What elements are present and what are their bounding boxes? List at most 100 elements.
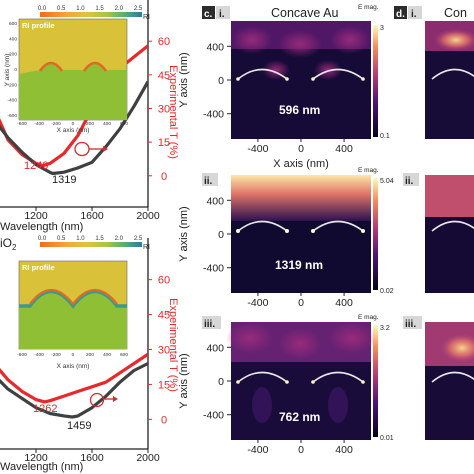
field-map-c-i-glow-3	[330, 26, 370, 54]
lb-inset-x-tick: -400	[34, 352, 44, 358]
map-ylabel-row1: Y axis (nm)	[178, 52, 190, 107]
colorbar-c-ii-max: 5.04	[380, 178, 394, 185]
field-map-c-i-glow-5	[314, 60, 342, 80]
lb-inset-x-tick: -200	[51, 352, 61, 358]
field-map-d-iii	[425, 322, 474, 440]
map-x-tick-label: 400	[335, 444, 353, 456]
field-map-c-i-hotspot	[311, 77, 315, 81]
lt-inset-x-tick: -600	[17, 121, 27, 127]
ri-gold-layer-bottom	[29, 288, 118, 306]
lb-ri-cbar-tick: 2.5	[134, 236, 143, 242]
lt-inset-y-tick: 200	[9, 52, 17, 58]
field-map-d-i-glow	[432, 28, 474, 52]
map-y-tick-label: 400	[206, 342, 224, 354]
lb-ri-cbar-tick: 2.0	[115, 236, 124, 242]
map-y-tick-label: 400	[206, 41, 224, 53]
colorbar-c-i-max: 3	[380, 25, 384, 32]
lb-spectrum-black-line	[0, 362, 148, 419]
field-map-c-i-glow-4	[262, 60, 290, 80]
map-x-tick-label: 0	[298, 444, 304, 456]
lt-inset-x-tick: 400	[103, 121, 111, 127]
field-map-c-iii-glow-3	[328, 322, 376, 354]
panel-d-ii-badge	[403, 173, 419, 186]
lb-ri-cbar-tick: 0.5	[57, 236, 66, 242]
map-x-tick-label: -400	[247, 143, 268, 155]
field-map-d-i	[425, 21, 474, 139]
lt-inset-x-tick: -400	[34, 121, 44, 127]
spectrum-chart-bottom: iO2 RI 0.0 0.5 1.0 1.5 2.0 2.5 RI profile X a…	[0, 236, 179, 473]
panel-c-ii-numeral: ii.	[204, 176, 213, 187]
lt-ri-cbar-tick: 0.0	[38, 6, 47, 12]
map-x-tick-label: 400	[335, 143, 353, 155]
lt-xlabel: Wavelength (nm)	[0, 221, 83, 233]
lb-ri-cbar-tick: 1.5	[95, 236, 104, 242]
panel-d-iii-numeral: iii.	[405, 319, 416, 330]
colorbar-c-ii-min: 0.02	[380, 288, 394, 295]
lt-ri-cbar-tick: 1.0	[76, 6, 85, 12]
field-map-d-i-arc	[431, 68, 474, 80]
lt-right-tick-label: 0	[161, 171, 167, 183]
field-map-c-ii-band	[231, 175, 371, 221]
lb-inset-x-tick: 600	[120, 352, 128, 358]
field-map-c-iii-hotspot	[285, 380, 289, 384]
field-map-c-iii-glow-5	[328, 387, 348, 423]
lt-right-axis-label: Experimental T (%)	[167, 65, 179, 159]
field-map-c-ii: 1319 nm	[231, 175, 371, 293]
lt-inset-x-tick: 600	[120, 121, 128, 127]
lb-right-axis-label: Experimental T (%)	[167, 298, 179, 392]
lb-x-tick-label: 1600	[80, 452, 104, 464]
lb-title-sub: 2	[12, 243, 17, 252]
panel-c-i-numeral: i.	[219, 9, 225, 20]
lt-spectrum-black-line	[0, 80, 148, 176]
map-x-tick-label: -400	[247, 444, 268, 456]
field-map-d-ii-arc	[431, 220, 474, 232]
field-map-c-iii-hotspot	[311, 380, 315, 384]
field-maps: c. i. Concave Au d. i. Con 596 nm E mag.…	[178, 4, 474, 456]
lt-x-tick-label: 2000	[136, 210, 160, 222]
panel-c-ii-badge	[202, 173, 218, 186]
ri-inset-bottom: RI 0.0 0.5 1.0 1.5 2.0 2.5 RI profile X axis …	[17, 236, 150, 370]
colorbar-c-iii-min: 0.01	[380, 435, 394, 442]
field-map-c-iii-arc	[237, 371, 364, 383]
colorbar-c-i-label: E mag.	[358, 4, 379, 11]
map-y-tick-label: 0	[218, 229, 224, 241]
lt-right-tick-label: 15	[158, 137, 170, 149]
field-map-c-ii-hotspot	[311, 229, 315, 233]
lt-x-tick-label: 1600	[80, 210, 104, 222]
field-map-c-iii-wavelength: 762 nm	[279, 410, 320, 424]
field-map-d-iii-glow	[438, 332, 474, 364]
map-y-tick-label: -400	[203, 109, 224, 121]
field-map-c-i-hotspot	[236, 77, 240, 81]
field-map-c-ii-wavelength: 1319 nm	[275, 258, 323, 272]
map-x-tick-label: -400	[247, 297, 268, 309]
field-map-c-i-hotspot	[285, 77, 289, 81]
lt-annotation-black: 1319	[52, 174, 76, 186]
field-map-c-i: 596 nm	[231, 21, 371, 139]
lt-x-tick-label: 1200	[24, 210, 48, 222]
map-x-tick-label: 0	[298, 143, 304, 155]
lb-right-tick-label: 60	[158, 275, 170, 287]
lb-annotation-red: 1262	[33, 403, 57, 415]
panel-d-ii-numeral: ii.	[405, 176, 414, 187]
ri-substrate-bottom	[19, 291, 127, 349]
field-map-d-ii	[425, 175, 474, 293]
lb-inset-x-tick: -600	[17, 352, 27, 358]
panel-d-iii-badge	[403, 316, 422, 329]
field-map-c-ii-hotspot	[236, 229, 240, 233]
lb-right-tick-label: 0	[161, 414, 167, 426]
ri-inset-label-bottom: RI profile	[22, 263, 55, 272]
panel-d-i-numeral: i.	[411, 9, 417, 20]
ri-inset-ylabel-top: Y axis (nm)	[4, 54, 11, 87]
lt-annotation-red: 1249	[24, 160, 48, 172]
field-map-c-i-wavelength: 596 nm	[279, 103, 320, 117]
spectrum-chart-top: RI 0.0 0.5 1.0 1.5 2.0 2.5 RI profile Y axis …	[0, 0, 179, 233]
field-map-c-iii-glow-1	[226, 322, 274, 354]
lt-arrowhead	[103, 146, 108, 152]
lb-right-tick-label: 15	[158, 379, 170, 391]
map-ylabel-row3: Y axis (nm)	[178, 353, 190, 408]
field-map-c-ii-hotspot	[285, 229, 289, 233]
lb-right-tick-label: 30	[158, 345, 170, 357]
lt-inset-y-tick: 0	[14, 67, 17, 73]
lb-xlabel: Wavelength (nm)	[0, 461, 83, 473]
